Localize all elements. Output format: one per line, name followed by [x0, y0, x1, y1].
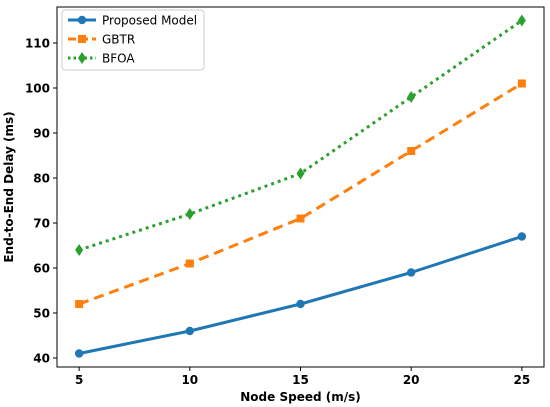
legend-marker — [78, 35, 86, 43]
legend-label: GBTR — [102, 33, 135, 47]
x-tick-label: 15 — [292, 373, 309, 387]
data-point — [75, 244, 84, 256]
data-point — [185, 326, 195, 336]
data-point — [517, 232, 527, 241]
y-tick-label: 40 — [33, 352, 50, 366]
series-layer — [74, 14, 527, 358]
data-point — [185, 208, 194, 220]
x-tick-label: 10 — [181, 373, 198, 387]
x-axis: 5 10 15 20 25 — [75, 367, 530, 387]
data-point — [517, 79, 526, 88]
legend: Proposed Model GBTR BFOA — [61, 9, 205, 71]
data-point — [296, 167, 305, 180]
legend-box — [61, 9, 205, 71]
x-tick-label: 25 — [514, 373, 531, 387]
y-tick-label: 70 — [33, 217, 50, 231]
data-point — [296, 299, 305, 309]
y-tick-label: 110 — [25, 37, 50, 51]
y-tick-label: 80 — [33, 172, 50, 186]
data-point — [185, 259, 194, 268]
y-tick-label: 50 — [33, 307, 50, 321]
series-line — [78, 235, 523, 355]
x-tick-label: 5 — [75, 373, 83, 387]
data-point — [517, 14, 526, 27]
data-point — [75, 300, 84, 308]
y-axis-label: End-to-End Delay (ms) — [2, 111, 16, 262]
data-point — [407, 147, 416, 155]
y-axis: 40 50 60 70 80 90 100 110 — [25, 37, 57, 366]
x-axis-label: Node Speed (m/s) — [240, 390, 360, 404]
legend-label: Proposed Model — [102, 14, 197, 28]
series-line — [78, 82, 523, 306]
legend-marker — [77, 15, 87, 25]
legend-marker — [78, 52, 86, 64]
legend-label: BFOA — [102, 52, 135, 66]
y-tick-label: 100 — [25, 82, 50, 96]
x-tick-label: 20 — [403, 373, 420, 387]
data-point — [406, 268, 416, 277]
series-line — [78, 19, 523, 252]
y-tick-label: 60 — [33, 262, 50, 276]
data-point — [407, 91, 416, 103]
data-point — [74, 349, 84, 358]
y-tick-label: 90 — [33, 127, 50, 141]
data-point — [296, 214, 305, 223]
